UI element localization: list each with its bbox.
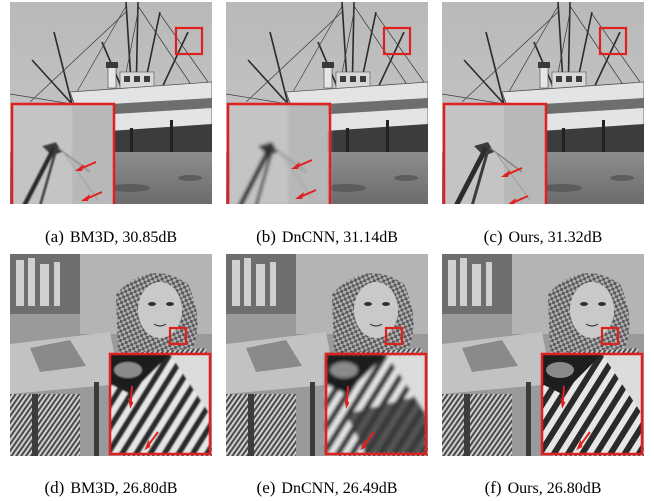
caption-method: Ours	[508, 229, 540, 246]
zoom-region-box	[384, 326, 404, 346]
caption-f: (f) Ours, 26.80dB	[484, 478, 602, 497]
zoom-inset	[108, 352, 212, 456]
figure-panel-e	[226, 254, 428, 456]
zoom-region-box	[598, 26, 628, 56]
boat-image-dncnn	[226, 2, 428, 204]
caption-score: 31.32dB	[547, 229, 603, 246]
figure-panel-f	[442, 254, 644, 456]
zoom-region-box	[382, 26, 412, 56]
barbara-image-dncnn	[226, 254, 428, 456]
caption-score: 26.49dB	[342, 480, 398, 497]
caption-score: 26.80dB	[546, 480, 602, 497]
boat-image-ours	[442, 2, 644, 204]
caption-method: Ours	[507, 480, 539, 497]
figure-panel-b	[226, 2, 428, 204]
caption-index: (c)	[483, 227, 503, 246]
caption-d: (d) BM3D, 26.80dB	[44, 478, 178, 497]
caption-method: BM3D	[69, 229, 115, 246]
caption-score: 26.80dB	[122, 480, 178, 497]
caption-score: 30.85dB	[122, 229, 177, 246]
figure-panel-a	[10, 2, 212, 204]
caption-b: (b) DnCNN, 31.14dB	[256, 227, 398, 246]
caption-index: (f)	[484, 478, 502, 497]
caption-e: (e) DnCNN, 26.49dB	[256, 478, 398, 497]
caption-a: (a) BM3D, 30.85dB	[45, 227, 177, 246]
zoom-inset	[444, 104, 546, 204]
zoom-region-box	[174, 26, 204, 56]
caption-score: 31.14dB	[343, 229, 398, 246]
caption-method: DnCNN	[281, 480, 335, 497]
zoom-inset	[324, 352, 428, 456]
caption-index: (b)	[256, 227, 276, 246]
barbara-image-ours	[442, 254, 644, 456]
barbara-image-bm3d	[10, 254, 212, 456]
caption-method: BM3D	[70, 480, 115, 497]
caption-index: (d)	[44, 478, 65, 497]
figure-panel-c	[442, 2, 644, 204]
zoom-region-box	[600, 326, 620, 346]
zoom-region-box	[168, 326, 188, 346]
caption-index: (a)	[45, 227, 64, 246]
caption-c: (c) Ours, 31.32dB	[483, 227, 603, 246]
caption-method: DnCNN	[281, 229, 336, 246]
zoom-inset	[12, 104, 114, 204]
zoom-inset	[540, 352, 644, 456]
boat-image-bm3d	[10, 2, 212, 204]
caption-index: (e)	[256, 478, 276, 497]
zoom-inset	[228, 104, 330, 204]
figure-panel-d	[10, 254, 212, 456]
